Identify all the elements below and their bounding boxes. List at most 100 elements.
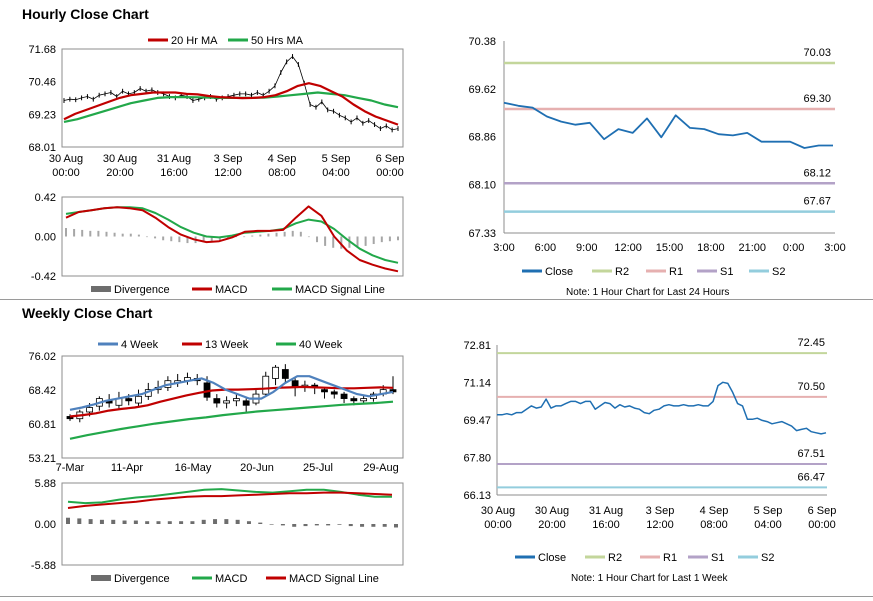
weekly-candle xyxy=(213,398,221,404)
hourly-price-y-tick: 68.01 xyxy=(28,142,56,154)
hourly-divergence-bar xyxy=(226,236,229,239)
hourly-divergence-bar xyxy=(283,231,286,237)
legend-weekly-close-s1-label: S1 xyxy=(711,552,724,564)
weekly-divergence-bar xyxy=(224,519,229,524)
weekly-candle xyxy=(223,400,231,404)
hourly-divergence-bar xyxy=(291,230,294,237)
weekly-close-x-tick-line1: 30 Aug xyxy=(481,505,515,517)
hourly-price-x-tick-line2: 16:00 xyxy=(160,167,188,179)
hourly-divergence-bar xyxy=(267,233,270,237)
weekly-price-plot xyxy=(61,355,404,459)
hourly-divergence-bar xyxy=(380,236,383,243)
hourly-close-y-tick: 70.38 xyxy=(468,36,496,48)
legend-weekly-close-r2-label: R2 xyxy=(608,552,622,564)
hourly-divergence-bar xyxy=(105,231,108,237)
weekly-divergence-bar xyxy=(235,519,240,524)
weekly-close-x-tick-line1: 30 Aug xyxy=(535,505,569,517)
weekly-macd-plot xyxy=(61,482,404,566)
weekly-divergence-bar xyxy=(88,519,93,524)
weekly-level-s1-label: 67.51 xyxy=(797,448,825,460)
weekly-close-x-tick-line2: 20:00 xyxy=(538,519,566,531)
hourly-price-x-tick-line2: 20:00 xyxy=(106,167,134,179)
weekly-close-series xyxy=(497,381,827,435)
hourly-close-y-tick: 67.33 xyxy=(468,228,496,240)
weekly-macd-series xyxy=(67,488,392,505)
legend-hourly-close-close-label: Close xyxy=(545,266,573,278)
weekly-macd-y-tick: 0.00 xyxy=(35,519,56,531)
legend-hourly-close-s2-label: S2 xyxy=(772,266,785,278)
legend-weekly-divergence-label: Divergence xyxy=(114,573,170,585)
hourly-price-y-tick: 70.46 xyxy=(28,77,56,89)
weekly-divergence-bar xyxy=(167,521,172,524)
weekly-candle xyxy=(350,398,358,402)
weekly-candle xyxy=(330,391,338,395)
hourly-close-x-tick: 18:00 xyxy=(697,242,725,254)
legend-50hr-ma-label: 50 Hrs MA xyxy=(251,35,304,47)
hourly-divergence-bar xyxy=(162,236,165,241)
hourly-close-x-tick: 6:00 xyxy=(535,242,556,254)
hourly-macd-y-tick: -0.42 xyxy=(31,271,56,283)
hourly-price-series xyxy=(63,56,399,131)
legend-hourly-close-s1-label: S1 xyxy=(720,266,733,278)
weekly-close-x-tick-line1: 4 Sep xyxy=(700,505,729,517)
weekly-candle xyxy=(281,369,289,379)
section-divider xyxy=(0,299,873,300)
hourly-close-x-tick: 12:00 xyxy=(614,242,642,254)
weekly-level-r1-label: 70.50 xyxy=(797,381,825,393)
weekly-close-x-tick-line2: 08:00 xyxy=(700,519,728,531)
legend-hourly-divergence-label: Divergence xyxy=(114,284,170,296)
hourly-close-x-tick: 3:00 xyxy=(824,242,845,254)
weekly-divergence-bar xyxy=(246,521,251,524)
weekly-candle xyxy=(135,395,142,404)
weekly-close-y-tick: 72.81 xyxy=(463,340,491,352)
weekly-divergence-bar xyxy=(326,524,331,526)
weekly-divergence-bar xyxy=(314,524,319,526)
hourly-divergence-bar xyxy=(243,236,246,238)
hourly-divergence-bar xyxy=(97,230,100,237)
weekly-divergence-bar xyxy=(337,524,342,525)
legend-hourly-close-r1-label: R1 xyxy=(669,266,683,278)
weekly-candle xyxy=(389,389,397,393)
weekly-close-x-tick-line2: 00:00 xyxy=(484,519,512,531)
weekly-section-title: Weekly Close Chart xyxy=(22,305,153,321)
hourly-divergence-bar xyxy=(129,233,132,237)
weekly-4-week-series xyxy=(69,375,394,411)
weekly-close-x-tick-line1: 3 Sep xyxy=(646,505,675,517)
weekly-divergence-bar xyxy=(394,524,398,528)
hourly-divergence-bar xyxy=(65,228,67,237)
weekly-divergence-bar xyxy=(190,521,195,524)
weekly-price-x-tick: 11-Apr xyxy=(111,462,144,474)
legend-weekly-close-r1-label: R1 xyxy=(663,552,677,564)
weekly-candle xyxy=(360,398,368,402)
hourly-macd-y-tick: 0.00 xyxy=(35,232,56,244)
hourly-divergence-bar xyxy=(121,233,124,237)
weekly-price-x-tick: 16-May xyxy=(175,462,212,474)
hourly-close-x-tick: 21:00 xyxy=(738,242,766,254)
hourly-divergence-bar xyxy=(307,236,310,238)
weekly-close-y-tick: 66.13 xyxy=(463,490,491,502)
hourly-divergence-bar xyxy=(316,236,319,243)
weekly-divergence-bar xyxy=(122,520,127,524)
hourly-divergence-bar xyxy=(154,236,157,239)
weekly-macd-signal-series xyxy=(67,491,393,509)
weekly-divergence-bar xyxy=(371,524,376,527)
weekly-close-x-tick-line2: 00:00 xyxy=(808,519,836,531)
weekly-divergence-bar xyxy=(280,524,285,526)
hourly-level-s2-label: 67.67 xyxy=(803,196,831,208)
weekly-price-x-tick: 20-Jun xyxy=(240,462,274,474)
weekly-candle xyxy=(262,375,270,395)
hourly-macd-series xyxy=(65,205,399,273)
hourly-price-y-tick: 71.68 xyxy=(28,44,56,56)
weekly-divergence-bar xyxy=(145,521,150,524)
weekly-divergence-bar xyxy=(66,517,70,524)
hourly-close-x-tick: 9:00 xyxy=(576,242,597,254)
weekly-close-x-tick-line1: 6 Sep xyxy=(808,505,837,517)
hourly-divergence-bar xyxy=(275,232,278,237)
hourly-close-note: Note: 1 Hour Chart for Last 24 Hours xyxy=(566,287,730,298)
hourly-price-y-tick: 69.23 xyxy=(28,109,56,121)
hourly-divergence-bar xyxy=(186,236,189,244)
weekly-close-y-tick: 71.14 xyxy=(463,378,491,390)
hourly-close-x-tick: 0:00 xyxy=(783,242,804,254)
hourly-divergence-bar xyxy=(397,236,399,241)
